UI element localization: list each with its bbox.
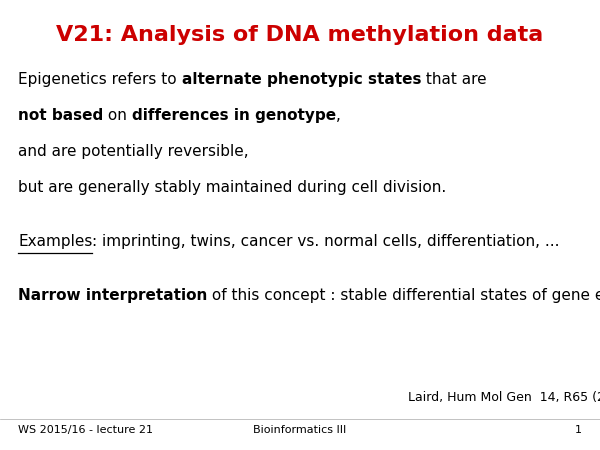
Text: Narrow interpretation: Narrow interpretation [18, 288, 208, 303]
Text: Bioinformatics III: Bioinformatics III [253, 425, 347, 435]
Text: of this concept : stable differential states of gene expression.: of this concept : stable differential st… [208, 288, 600, 303]
Text: and are potentially reversible,: and are potentially reversible, [18, 144, 248, 159]
Text: Examples: Examples [18, 234, 92, 249]
Text: ,: , [336, 108, 341, 123]
Text: WS 2015/16 - lecture 21: WS 2015/16 - lecture 21 [18, 425, 153, 435]
Text: V21: Analysis of DNA methylation data: V21: Analysis of DNA methylation data [56, 25, 544, 45]
Text: alternate phenotypic states: alternate phenotypic states [182, 72, 421, 87]
Text: Laird, Hum Mol Gen  14, R65 (2005): Laird, Hum Mol Gen 14, R65 (2005) [408, 392, 600, 405]
Text: 1: 1 [575, 425, 582, 435]
Text: Epigenetics refers to: Epigenetics refers to [18, 72, 182, 87]
Text: on: on [103, 108, 132, 123]
Text: but are generally stably maintained during cell division.: but are generally stably maintained duri… [18, 180, 446, 195]
Text: : imprinting, twins, cancer vs. normal cells, differentiation, ...: : imprinting, twins, cancer vs. normal c… [92, 234, 560, 249]
Text: differences in genotype: differences in genotype [132, 108, 336, 123]
Text: that are: that are [421, 72, 487, 87]
Text: not based: not based [18, 108, 103, 123]
